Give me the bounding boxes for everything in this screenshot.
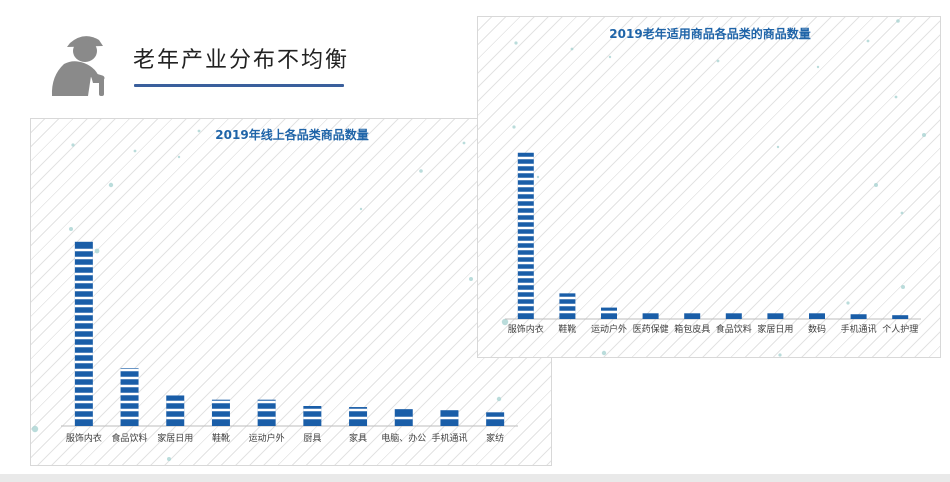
- category-label: 鞋靴: [212, 432, 230, 444]
- title-underline: [134, 84, 344, 87]
- bar: [850, 314, 867, 319]
- bar: [809, 313, 825, 319]
- bar: [440, 410, 459, 426]
- bottom-strip: [0, 474, 950, 482]
- decor-dot: [570, 47, 574, 51]
- elderly-category-chart: 2019老年适用商品各品类的商品数量 服饰内衣 鞋靴 运动户外 医药保健 箱包皮具 食品饮…: [477, 16, 941, 358]
- category-label: 运动户外: [249, 432, 285, 444]
- chart-title: 2019年线上各品类商品数量: [215, 127, 368, 142]
- category-label: 箱包皮具: [674, 323, 710, 335]
- decor-dot: [894, 95, 898, 99]
- category-label: 家纺: [486, 432, 504, 444]
- category-label: 服饰内衣: [508, 323, 544, 335]
- decor-dot: [197, 129, 201, 133]
- decor-dot: [512, 125, 516, 129]
- decor-dot: [419, 169, 423, 173]
- decor-dot: [94, 248, 100, 254]
- decor-dot: [608, 55, 612, 59]
- elderly-category-chart-svg: 2019老年适用商品各品类的商品数量 服饰内衣 鞋靴 运动户外 医药保健 箱包皮具 食品饮…: [501, 19, 926, 357]
- page-title: 老年产业分布不均衡: [133, 48, 350, 73]
- bar-body: [850, 314, 867, 319]
- decor-dot: [462, 141, 466, 145]
- decor-dot: [846, 301, 850, 305]
- category-label: 厨具: [303, 433, 321, 444]
- decor-dot: [496, 396, 502, 402]
- decor-dot: [901, 285, 905, 289]
- category-label: 手机通讯: [431, 432, 467, 444]
- bar: [517, 152, 534, 319]
- category-label: 鞋靴: [558, 323, 576, 335]
- category-label: 家居日用: [157, 432, 193, 444]
- bar: [642, 313, 659, 319]
- decor-dot: [601, 350, 607, 356]
- bar-body: [892, 315, 909, 319]
- category-label: 服饰内衣: [66, 432, 102, 444]
- bar: [257, 399, 276, 426]
- category-label: 家居日用: [757, 323, 793, 335]
- bar-body: [767, 313, 784, 319]
- decor-dot: [716, 59, 720, 63]
- decor-dot: [900, 211, 904, 215]
- elderly-person-icon: [48, 30, 110, 96]
- decor-dot: [866, 39, 870, 43]
- decor-dot: [501, 318, 509, 326]
- bar: [211, 399, 230, 426]
- bar-body: [642, 313, 659, 319]
- decor-dot: [776, 145, 780, 149]
- decor-dot: [469, 277, 473, 281]
- decor-dot: [177, 155, 181, 159]
- category-label: 数码: [808, 323, 826, 335]
- bar: [120, 368, 139, 426]
- bar: [725, 313, 742, 319]
- decor-dot: [108, 182, 114, 188]
- decor-dot: [69, 227, 73, 231]
- bar: [166, 395, 185, 426]
- chart-title: 2019老年适用商品各品类的商品数量: [609, 26, 810, 41]
- bar-body: [74, 241, 93, 426]
- decor-dot: [816, 65, 820, 69]
- bar: [559, 293, 576, 319]
- bar-body: [725, 313, 742, 319]
- bar: [349, 407, 368, 426]
- category-label: 运动户外: [591, 323, 627, 335]
- category-label: 医药保健: [633, 323, 669, 335]
- decor-dot: [359, 207, 363, 211]
- bar: [892, 315, 909, 319]
- bar-body: [809, 313, 825, 319]
- category-label: 食品饮料: [716, 323, 752, 335]
- decor-dot: [514, 41, 518, 45]
- online-category-chart: 2019年线上各品类商品数量 服饰内衣 食品饮料 家居日用 鞋靴 运动户外 厨具 家具 电脑、…: [30, 118, 552, 466]
- bar: [601, 307, 617, 319]
- bar-body: [211, 399, 230, 426]
- decor-dot: [874, 183, 878, 187]
- category-label: 手机通讯: [841, 323, 877, 335]
- decor-dot: [778, 353, 782, 357]
- bar-body: [120, 368, 139, 426]
- online-category-chart-svg: 2019年线上各品类商品数量 服饰内衣 食品饮料 家居日用 鞋靴 运动户外 厨具 家具 电脑、…: [31, 123, 523, 461]
- bar-body: [349, 407, 368, 426]
- decor-dot: [167, 457, 171, 461]
- bar-body: [684, 313, 701, 319]
- category-label: 个人护理: [882, 323, 918, 335]
- decor-dot: [31, 425, 39, 433]
- bar: [767, 313, 784, 319]
- bar: [303, 406, 322, 426]
- decor-dot: [536, 175, 540, 179]
- bar: [486, 412, 505, 426]
- bar-body: [257, 399, 276, 426]
- bar: [684, 313, 701, 319]
- decor-dot: [71, 143, 75, 147]
- bar: [394, 409, 413, 426]
- decor-dot: [896, 19, 900, 23]
- category-label: 食品饮料: [112, 432, 148, 444]
- decor-dot: [922, 133, 926, 137]
- category-label: 家具: [349, 432, 367, 444]
- decor-dot: [133, 149, 137, 153]
- category-label: 电脑、办公: [381, 432, 426, 444]
- bar: [74, 241, 93, 426]
